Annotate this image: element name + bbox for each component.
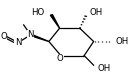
Text: OH: OH — [115, 37, 128, 46]
Text: O: O — [57, 54, 64, 63]
Text: O: O — [0, 32, 7, 41]
Text: HO: HO — [31, 8, 44, 17]
Text: N: N — [15, 38, 21, 47]
Text: OH: OH — [97, 64, 110, 73]
Polygon shape — [30, 34, 49, 42]
Polygon shape — [50, 15, 60, 28]
Text: OH: OH — [90, 8, 103, 17]
Text: N: N — [27, 30, 34, 39]
